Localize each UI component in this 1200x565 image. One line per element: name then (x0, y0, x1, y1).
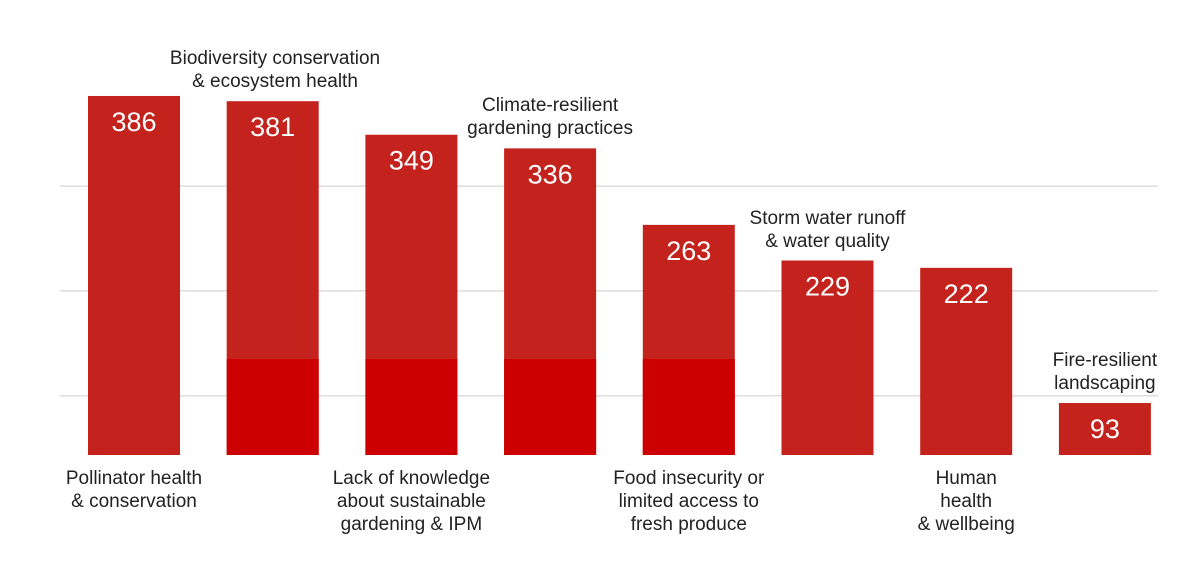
category-label-line: Fire-resilient (1052, 350, 1158, 372)
category-label-line: gardening & IPM (340, 514, 483, 535)
category-label-line: health (940, 491, 993, 512)
category-label: Human health & wellbeing (846, 467, 1086, 536)
category-label: Climate-resilient gardening practices (430, 94, 670, 140)
category-label-line: & conservation (71, 491, 197, 512)
category-label: Pollinator health & conservation (14, 467, 254, 513)
data-label: 381 (250, 112, 295, 142)
category-label-line: & water quality (765, 230, 890, 252)
data-label: 336 (528, 159, 573, 189)
data-label: 93 (1090, 414, 1120, 444)
bar (920, 267, 1013, 455)
data-label: 263 (666, 236, 711, 266)
category-label-line: Lack of knowledge (332, 468, 491, 489)
data-label: 222 (944, 279, 989, 309)
category-label-line: Climate-resilient (481, 95, 619, 117)
category-label-line: limited access to (618, 491, 760, 512)
category-label-line: Food insecurity or (613, 468, 765, 489)
category-label: Fire-resilient landscaping (985, 349, 1200, 395)
category-label-line: Biodiversity conservation (169, 48, 381, 70)
bar (1058, 403, 1151, 455)
data-label: 349 (389, 146, 434, 176)
category-label: Food insecurity or limited access to fresh… (569, 467, 809, 536)
category-label: Lack of knowledge about sustainable garden… (291, 467, 531, 536)
category-label-line: gardening practices (467, 118, 633, 140)
category-label-line: fresh produce (630, 514, 747, 535)
category-label-line: landscaping (1054, 373, 1156, 395)
bar-highlight (226, 359, 319, 455)
category-label: Storm water runoff & water quality (708, 207, 948, 253)
bar (781, 260, 874, 455)
category-label: Biodiversity conservation & ecosystem hea… (155, 47, 395, 93)
data-label: 229 (805, 272, 850, 302)
category-label-line: Pollinator health (65, 468, 203, 489)
bar (88, 95, 180, 456)
category-label-line: & ecosystem health (192, 71, 358, 93)
category-label-line: Storm water runoff (749, 207, 906, 229)
data-label: 386 (111, 107, 156, 137)
bar-highlight (504, 359, 597, 455)
category-label-line: Human (935, 468, 997, 489)
bar-highlight (365, 359, 458, 455)
bar-highlight (642, 359, 735, 455)
category-label-line: & wellbeing (917, 514, 1015, 535)
category-label-line: about sustainable (336, 491, 486, 512)
